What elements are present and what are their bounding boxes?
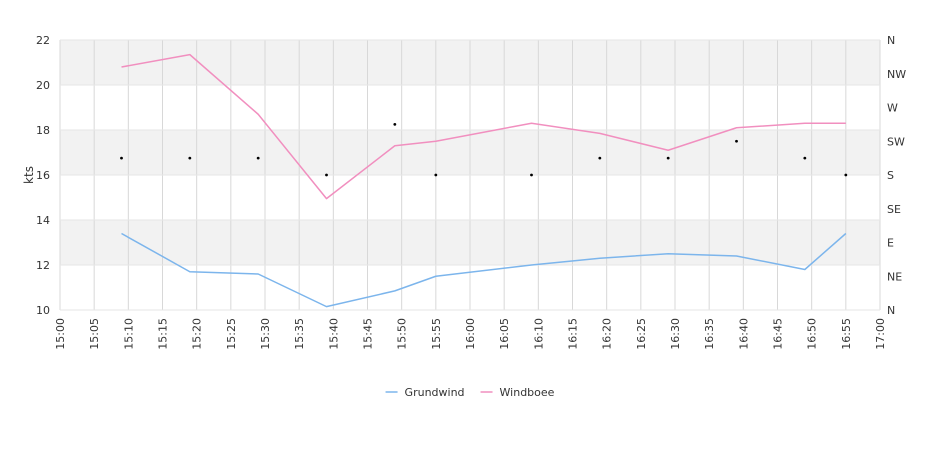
y-tick-label: 22 xyxy=(36,34,50,47)
direction-marker[interactable] xyxy=(188,156,192,160)
data-point-grundwind[interactable] xyxy=(843,231,849,237)
direction-marker[interactable] xyxy=(844,173,848,177)
direction-marker[interactable] xyxy=(598,156,602,160)
data-point-windboee[interactable] xyxy=(324,196,330,202)
data-point-windboee[interactable] xyxy=(802,120,808,126)
data-point-grundwind[interactable] xyxy=(597,255,603,261)
direction-markers xyxy=(120,122,848,177)
x-tick-label: 16:50 xyxy=(806,318,819,350)
direction-tick-label: SE xyxy=(887,203,901,216)
x-tick-label: 16:20 xyxy=(601,318,614,350)
x-tick-label: 15:20 xyxy=(191,318,204,350)
y-tick-label: 14 xyxy=(36,214,50,227)
data-point-windboee[interactable] xyxy=(119,64,125,70)
y-axis-ticks: 10 12 14 16 18 20 22 xyxy=(36,34,50,317)
x-tick-label: 16:55 xyxy=(840,318,853,350)
x-tick-label: 17:00 xyxy=(874,318,887,350)
data-point-grundwind[interactable] xyxy=(734,253,740,259)
x-tick-label: 16:25 xyxy=(635,318,648,350)
x-tick-label: 15:05 xyxy=(88,318,101,350)
x-tick-label: 15:00 xyxy=(54,318,67,350)
x-tick-label: 15:55 xyxy=(430,318,443,350)
x-tick-label: 15:50 xyxy=(396,318,409,350)
data-point-windboee[interactable] xyxy=(665,147,671,153)
horizontal-gridlines xyxy=(60,39,880,311)
direction-tick-label: N xyxy=(887,34,895,47)
x-tick-label: 15:15 xyxy=(157,318,170,350)
x-tick-label: 15:35 xyxy=(293,318,306,350)
direction-tick-label: S xyxy=(887,169,894,182)
x-tick-label: 16:05 xyxy=(498,318,511,350)
data-point-windboee[interactable] xyxy=(843,120,849,126)
direction-tick-label: NW xyxy=(887,68,906,81)
direction-tick-label: SW xyxy=(887,135,905,148)
series-line-grundwind[interactable] xyxy=(121,232,847,308)
x-tick-label: 16:30 xyxy=(669,318,682,350)
data-point-windboee[interactable] xyxy=(187,52,193,58)
legend[interactable]: Grundwind Windboee xyxy=(385,386,555,399)
y-tick-label: 12 xyxy=(36,259,50,272)
direction-marker[interactable] xyxy=(256,156,260,160)
x-tick-label: 16:40 xyxy=(737,318,750,350)
legend-label: Windboee xyxy=(500,386,555,399)
direction-tick-label: NE xyxy=(887,270,902,283)
y-tick-label: 18 xyxy=(36,124,50,137)
direction-marker[interactable] xyxy=(735,139,738,143)
direction-tick-label: W xyxy=(887,102,898,115)
data-point-grundwind[interactable] xyxy=(392,288,398,294)
data-point-grundwind[interactable] xyxy=(187,269,193,275)
x-axis-ticks: 15:00 15:05 15:10 15:15 15:20 15:25 15:30 15:35… xyxy=(54,318,887,350)
data-point-grundwind[interactable] xyxy=(119,231,125,237)
x-tick-label: 16:45 xyxy=(772,318,785,350)
y-tick-label: 20 xyxy=(36,79,50,92)
direction-tick-label: E xyxy=(887,237,894,250)
direction-marker[interactable] xyxy=(393,122,397,126)
direction-marker[interactable] xyxy=(530,173,533,177)
data-point-grundwind[interactable] xyxy=(433,273,439,279)
data-point-grundwind[interactable] xyxy=(802,267,808,273)
data-point-windboee[interactable] xyxy=(529,120,535,126)
x-tick-label: 16:35 xyxy=(703,318,716,350)
legend-label: Grundwind xyxy=(405,386,465,399)
direction-marker[interactable] xyxy=(120,156,123,160)
x-tick-label: 16:00 xyxy=(464,318,477,350)
series-lines xyxy=(119,52,849,310)
data-point-grundwind[interactable] xyxy=(255,271,261,277)
data-point-windboee[interactable] xyxy=(392,143,398,149)
x-tick-label: 16:15 xyxy=(567,318,580,350)
x-tick-label: 15:25 xyxy=(225,318,238,350)
direction-marker[interactable] xyxy=(434,173,438,177)
y-axis-title: kts xyxy=(22,166,36,184)
x-tick-label: 15:10 xyxy=(122,318,135,350)
direction-marker[interactable] xyxy=(803,156,807,160)
series-line-windboee[interactable] xyxy=(121,53,846,200)
x-tick-label: 15:30 xyxy=(259,318,272,350)
x-tick-label: 16:10 xyxy=(532,318,545,350)
direction-axis-ticks: N NE E SE S SW W NW N xyxy=(887,34,906,317)
legend-item-grundwind[interactable]: Grundwind xyxy=(385,386,465,399)
y-tick-label: 10 xyxy=(36,304,50,317)
y-tick-label: 16 xyxy=(36,169,50,182)
data-point-grundwind[interactable] xyxy=(529,262,535,268)
legend-item-windboee[interactable]: Windboee xyxy=(480,386,555,399)
data-point-grundwind[interactable] xyxy=(665,251,671,257)
data-point-windboee[interactable] xyxy=(255,111,261,117)
data-point-windboee[interactable] xyxy=(597,130,603,136)
data-point-windboee[interactable] xyxy=(433,138,439,144)
x-tick-label: 15:45 xyxy=(362,318,375,350)
direction-tick-label: N xyxy=(887,304,895,317)
x-tick-label: 15:40 xyxy=(327,318,340,350)
data-point-grundwind[interactable] xyxy=(324,304,330,310)
data-point-windboee[interactable] xyxy=(734,125,740,131)
direction-marker[interactable] xyxy=(325,173,328,177)
direction-marker[interactable] xyxy=(666,156,670,160)
